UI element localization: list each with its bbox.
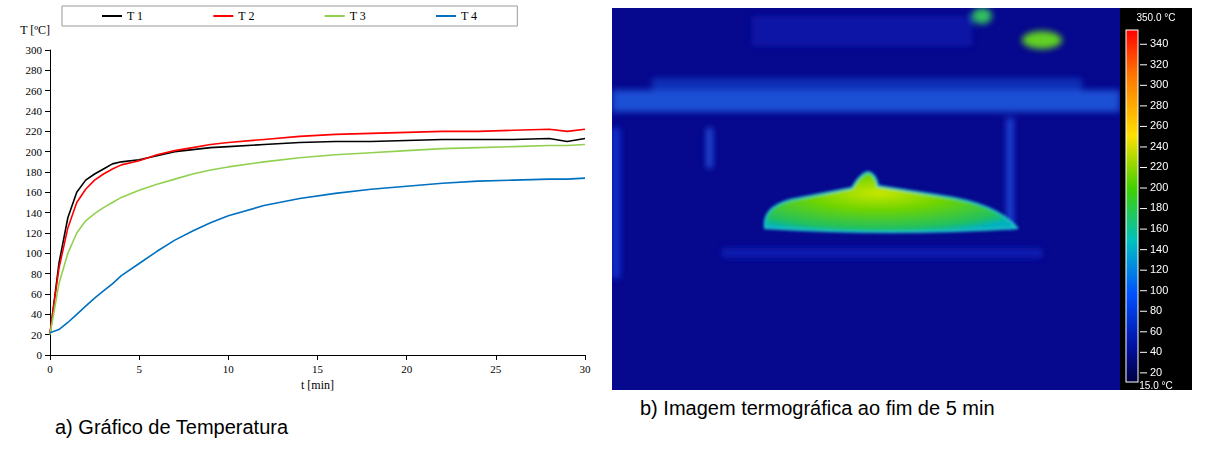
svg-text:140: 140 [1150,243,1168,255]
svg-text:120: 120 [26,227,43,239]
svg-text:260: 260 [1150,119,1168,131]
svg-text:160: 160 [1150,222,1168,234]
svg-text:240: 240 [26,105,43,117]
svg-text:140: 140 [26,207,43,219]
svg-text:20: 20 [31,329,43,341]
svg-text:100: 100 [1150,284,1168,296]
svg-text:25: 25 [490,363,502,375]
svg-text:180: 180 [26,166,43,178]
svg-text:320: 320 [1150,58,1168,70]
svg-text:5: 5 [136,363,142,375]
svg-text:15: 15 [312,363,324,375]
svg-text:15.0 °C: 15.0 °C [1139,380,1172,391]
html-text:b) Imagem termográfica ao fim: b) Imagem termográfica ao fim de 5 min [640,397,995,419]
svg-text:T 3: T 3 [350,9,366,23]
svg-text:100: 100 [26,247,43,259]
svg-text:200: 200 [1150,181,1168,193]
svg-text:200: 200 [26,146,43,158]
svg-text:T [ºC]: T [ºC] [20,23,50,37]
svg-text:300: 300 [26,44,43,56]
svg-text:80: 80 [31,268,43,280]
svg-text:20: 20 [1150,366,1162,378]
svg-text:T 1: T 1 [127,9,143,23]
svg-text:180: 180 [1150,201,1168,213]
svg-text:120: 120 [1150,263,1168,275]
svg-text:280: 280 [26,64,43,76]
svg-text:60: 60 [1150,325,1162,337]
svg-text:0: 0 [47,363,53,375]
svg-text:40: 40 [1150,345,1162,357]
svg-text:340: 340 [1150,37,1168,49]
svg-text:T 4: T 4 [461,9,477,23]
svg-text:350.0 °C: 350.0 °C [1136,12,1175,23]
svg-text:300: 300 [1150,78,1168,90]
svg-text:60: 60 [31,288,43,300]
svg-text:a) Gráfico de Temperatura: a) Gráfico de Temperatura [55,416,289,438]
svg-text:160: 160 [26,186,43,198]
svg-text:t [min]: t [min] [301,378,334,392]
svg-text:220: 220 [1150,160,1168,172]
svg-text:0: 0 [37,349,43,361]
svg-text:240: 240 [1150,140,1168,152]
svg-text:40: 40 [31,308,43,320]
svg-text:80: 80 [1150,304,1162,316]
svg-text:T 2: T 2 [238,9,254,23]
svg-text:10: 10 [223,363,235,375]
svg-text:260: 260 [26,85,43,97]
svg-text:30: 30 [580,363,592,375]
svg-text:280: 280 [1150,99,1168,111]
svg-text:20: 20 [401,363,413,375]
svg-text:220: 220 [26,125,43,137]
